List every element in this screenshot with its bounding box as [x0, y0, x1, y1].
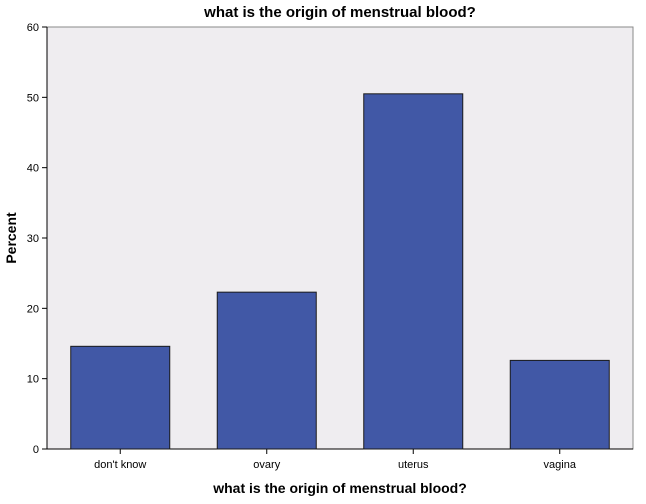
y-axis-title: Percent — [3, 212, 19, 264]
bar-1 — [216, 291, 317, 450]
x-tick-label: uterus — [398, 459, 429, 471]
chart-title: what is the origin of menstrual blood? — [203, 4, 476, 21]
bar-2 — [363, 93, 464, 450]
y-tick-label: 20 — [27, 303, 39, 315]
x-tick-label: don't know — [94, 459, 146, 471]
y-tick-label: 0 — [33, 444, 39, 456]
bar-0 — [70, 345, 171, 450]
bar-3 — [509, 359, 610, 450]
x-axis-title: what is the origin of menstrual blood? — [212, 480, 467, 496]
y-tick-label: 60 — [27, 22, 39, 34]
x-axis: don't know ovary uterus vagina — [47, 448, 633, 471]
x-tick-label: ovary — [253, 459, 280, 471]
x-tick-label: vagina — [544, 459, 577, 471]
bar-series — [70, 93, 610, 450]
y-tick-label: 40 — [27, 163, 39, 175]
y-tick-label: 10 — [27, 374, 39, 386]
y-tick-label: 50 — [27, 92, 39, 104]
y-tick-label: 30 — [27, 233, 39, 245]
y-axis: 0 10 20 30 40 50 60 — [27, 22, 48, 456]
